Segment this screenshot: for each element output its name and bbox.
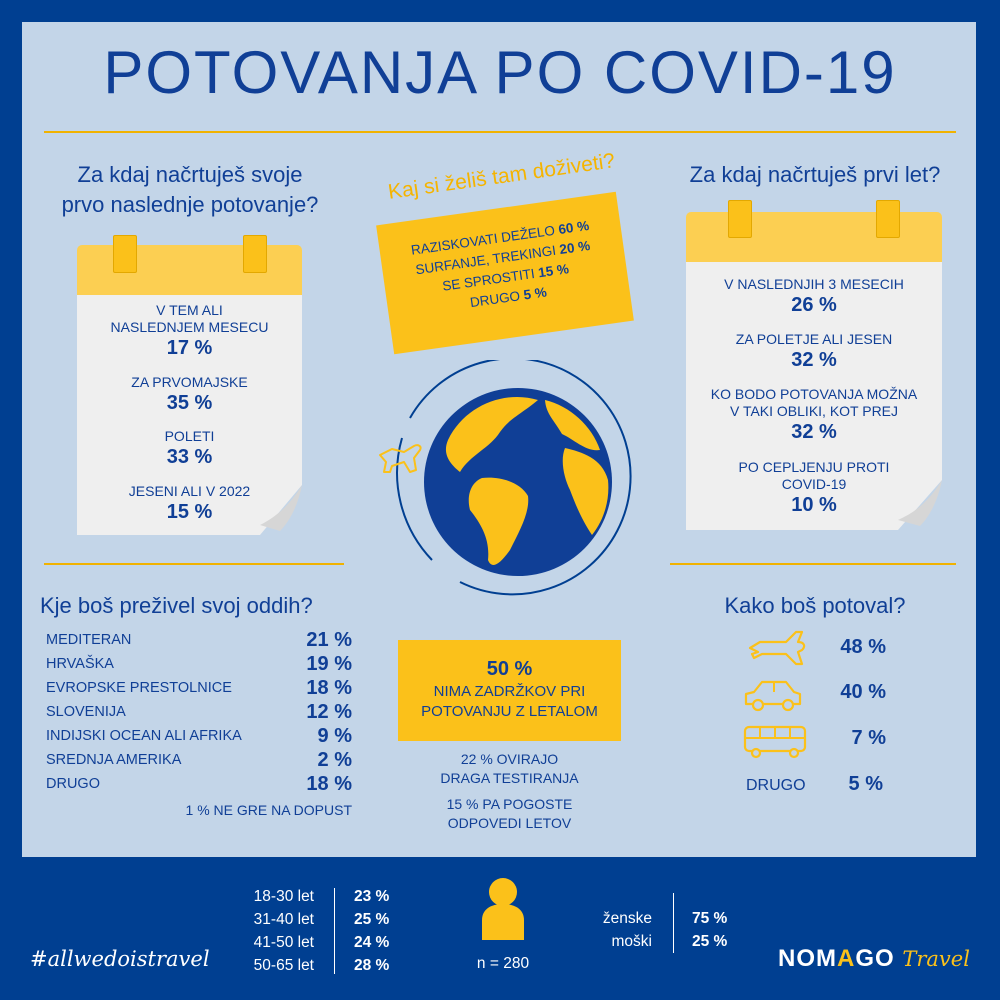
brand-logo: NOMAGO Travel bbox=[778, 945, 970, 972]
airplane-icon bbox=[379, 444, 422, 473]
bus-icon bbox=[743, 725, 807, 759]
calendar-item: V TEM ALI NASLEDNJEM MESECU 17 % bbox=[110, 302, 269, 359]
table-row: MEDITERAN 21 % bbox=[46, 628, 352, 651]
sample-size: n = 280 bbox=[476, 955, 530, 972]
left-question: Za kdaj načrtuješ svoje prvo naslednje p… bbox=[61, 162, 319, 217]
calendar-ring-icon bbox=[113, 235, 137, 273]
left-calendar: V TEM ALI NASLEDNJEM MESECU 17 % ZA PRVO… bbox=[77, 235, 302, 535]
globe-illustration bbox=[379, 360, 632, 596]
table-row: DRUGO 18 % bbox=[46, 772, 352, 795]
title-divider bbox=[44, 131, 956, 133]
page-curl-icon bbox=[260, 485, 302, 535]
table-row: EVROPSKE PRESTOLNICE 18 % bbox=[46, 676, 352, 699]
table-row: SLOVENIJA 12 % bbox=[46, 700, 352, 723]
calendar-item: PO CEPLJENJU PROTI COVID-19 10 % bbox=[738, 459, 890, 516]
right-question: Za kdaj načrtuješ prvi let? bbox=[689, 162, 941, 187]
calendar-item: POLETI 33 % bbox=[164, 428, 215, 468]
flying-pct: 50 % bbox=[486, 658, 533, 680]
car-icon bbox=[744, 680, 802, 712]
table-row: HRVAŠKA 19 % bbox=[46, 652, 352, 675]
right-divider bbox=[670, 563, 956, 565]
airplane-icon bbox=[748, 630, 806, 666]
flying-note: 15 % PA POGOSTE ODPOVEDI LETOV bbox=[446, 796, 573, 831]
page-curl-icon bbox=[898, 480, 942, 530]
transport-question: Kako boš potoval? bbox=[724, 593, 906, 618]
age-percentages: 23 % 25 % 24 % 28 % bbox=[354, 888, 390, 974]
gender-percentages: 75 % 25 % bbox=[692, 910, 728, 950]
transport-pct: 40 % bbox=[840, 681, 886, 703]
transport-label: DRUGO bbox=[746, 777, 806, 794]
footer-divider bbox=[334, 888, 335, 974]
calendar-item: KO BODO POTOVANJA MOŽNA V TAKI OBLIKI, K… bbox=[710, 386, 918, 443]
transport-pct: 48 % bbox=[840, 636, 886, 658]
right-calendar: V NASLEDNJIH 3 MESECIH 26 % ZA POLETJE A… bbox=[686, 200, 942, 530]
table-row: INDIJSKI OCEAN ALI AFRIKA 9 % bbox=[46, 724, 352, 747]
transport-pct: 5 % bbox=[848, 773, 883, 795]
calendar-item: V NASLEDNJIH 3 MESECIH 26 % bbox=[724, 276, 904, 316]
calendar-ring-icon bbox=[876, 200, 900, 238]
table-row: SREDNJA AMERIKA 2 % bbox=[46, 748, 352, 771]
transport-pct: 7 % bbox=[851, 727, 886, 749]
person-icon bbox=[482, 878, 524, 940]
calendar-item: ZA PRVOMAJSKE 35 % bbox=[131, 374, 248, 414]
footer-divider bbox=[673, 893, 674, 953]
calendar-page bbox=[77, 295, 302, 535]
calendar-header bbox=[77, 245, 302, 295]
destinations-note: 1 % NE GRE NA DOPUST bbox=[185, 802, 352, 818]
flying-note: 22 % OVIRAJO DRAGA TESTIRANJA bbox=[440, 751, 579, 786]
calendar-item: JESENI ALI V 2022 15 % bbox=[128, 483, 251, 523]
calendar-header bbox=[686, 212, 942, 262]
hashtag: #allwedoistravel bbox=[30, 947, 210, 971]
calendar-ring-icon bbox=[728, 200, 752, 238]
gender-labels: ženske moški bbox=[602, 910, 652, 950]
left-divider bbox=[44, 563, 344, 565]
flying-box: 50 % NIMA ZADRŽKOV PRI POTOVANJU Z LETAL… bbox=[398, 640, 621, 741]
age-ranges: 18-30 let 31-40 let 41-50 let 50-65 let bbox=[253, 888, 314, 974]
page-title: POTOVANJA PO COVID-19 bbox=[103, 39, 897, 106]
calendar-page bbox=[686, 262, 942, 530]
calendar-item: ZA POLETJE ALI JESEN 32 % bbox=[735, 331, 893, 371]
destinations-table: MEDITERAN 21 % HRVAŠKA 19 % EVROPSKE PREST… bbox=[46, 628, 352, 796]
calendar-ring-icon bbox=[243, 235, 267, 273]
destinations-question: Kje boš preživel svoj oddih? bbox=[40, 593, 313, 618]
